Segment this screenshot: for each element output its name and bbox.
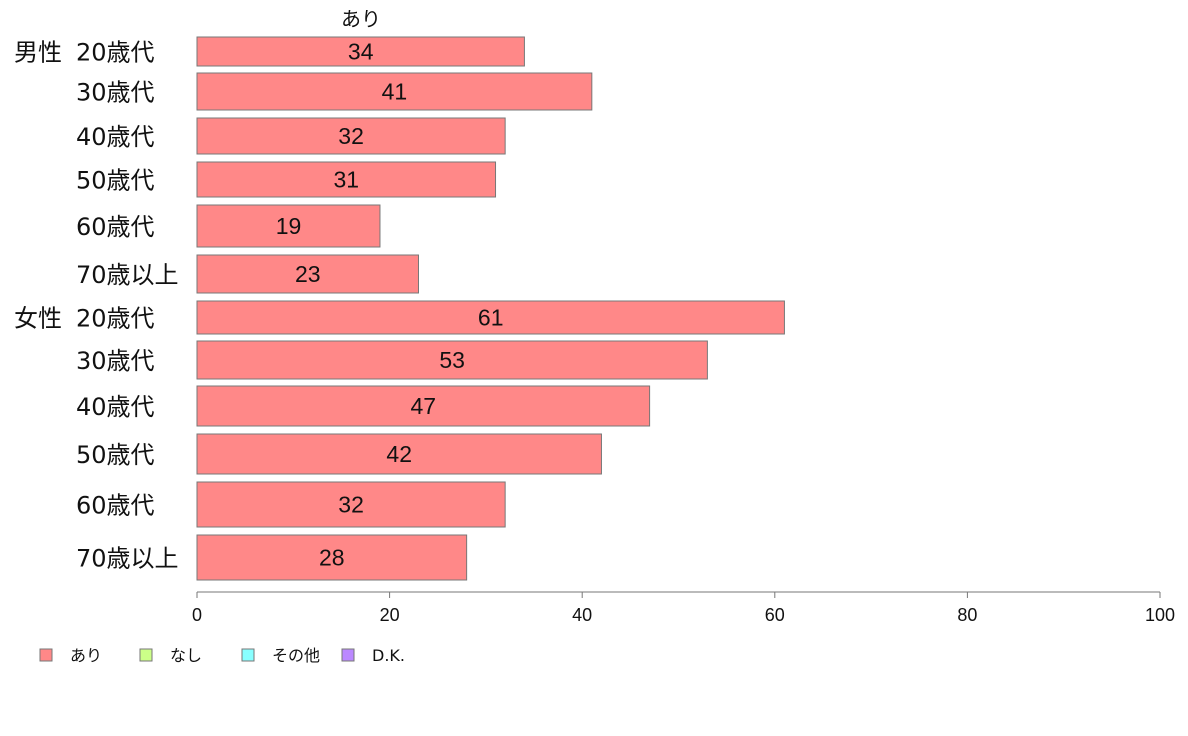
value-label: 41 (382, 79, 408, 105)
bar (196, 534, 468, 581)
category-label: 30歳代 (76, 347, 155, 375)
bar (196, 433, 602, 475)
category-label: 40歳代 (76, 123, 155, 151)
category-label: 60歳代 (76, 213, 155, 241)
x-axis: 0 20 40 60 80 100 (192, 591, 1175, 625)
bar (196, 385, 651, 427)
series-title: あり (341, 7, 381, 31)
value-label: 47 (411, 393, 437, 419)
x-tick-label: 100 (1145, 605, 1175, 625)
value-label: 34 (348, 39, 374, 65)
legend-swatch (241, 648, 255, 662)
bar (196, 204, 381, 248)
bar (196, 117, 506, 155)
legend-swatch (39, 648, 53, 662)
category-label: 30歳代 (76, 79, 155, 107)
category-label: 70歳以上 (76, 261, 179, 289)
value-label: 42 (386, 441, 412, 467)
category-label: 20歳代 (76, 39, 155, 67)
value-label: 28 (319, 545, 345, 571)
x-tick-label: 20 (380, 605, 400, 625)
x-tick-label: 40 (572, 605, 592, 625)
x-tick-label: 60 (765, 605, 785, 625)
value-label: 31 (333, 167, 359, 193)
legend-label: その他 (272, 646, 320, 665)
category-label: 70歳以上 (76, 545, 179, 573)
bar (196, 161, 497, 198)
category-label: 40歳代 (76, 393, 155, 421)
bars (196, 36, 785, 581)
x-tick-label: 80 (957, 605, 977, 625)
legend-swatch (139, 648, 153, 662)
legend-label: あり (70, 646, 102, 665)
group-label: 女性 (14, 305, 62, 333)
legend: あり なし その他 D.K. (39, 646, 405, 665)
category-label: 60歳代 (76, 492, 155, 520)
bar (196, 300, 785, 335)
category-labels: 20歳代男性30歳代40歳代50歳代60歳代70歳以上20歳代女性30歳代40歳… (14, 39, 179, 573)
category-label: 50歳代 (76, 167, 155, 195)
bar (196, 72, 593, 111)
category-label: 20歳代 (76, 305, 155, 333)
bar (196, 481, 506, 528)
bar (196, 36, 525, 67)
value-label: 23 (295, 261, 321, 287)
group-label: 男性 (14, 39, 62, 67)
category-label: 50歳代 (76, 441, 155, 469)
legend-label: D.K. (372, 646, 405, 665)
value-label: 53 (439, 347, 465, 373)
value-label: 32 (338, 492, 364, 518)
legend-label: なし (170, 646, 202, 665)
value-label: 61 (478, 305, 504, 331)
x-tick-label: 0 (192, 605, 202, 625)
value-label: 32 (338, 123, 364, 149)
bar (196, 340, 708, 380)
legend-swatch (341, 648, 355, 662)
bar (196, 254, 419, 294)
value-label: 19 (276, 213, 302, 239)
